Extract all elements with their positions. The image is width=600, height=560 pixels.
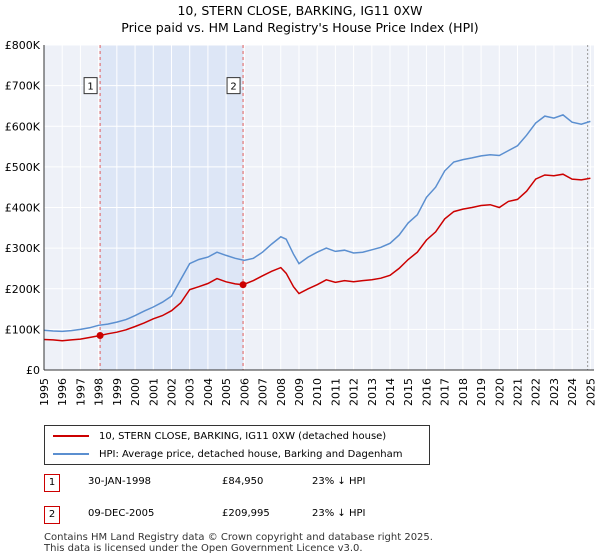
legend-item-property: 10, STERN CLOSE, BARKING, IG11 0XW (deta… xyxy=(45,427,386,445)
sale-annotation-box xyxy=(226,77,241,95)
sale-hpi-2: 23% ↓ HPI xyxy=(312,508,366,519)
x-tick-label: 2000 xyxy=(129,378,142,406)
x-tick-label: 2013 xyxy=(366,378,379,406)
footer-copyright: Contains HM Land Registry data © Crown c… xyxy=(44,532,433,543)
x-tick-label: 2020 xyxy=(493,378,506,406)
x-tick-label: 1996 xyxy=(56,378,69,406)
sale-date-1: 30-JAN-1998 xyxy=(88,476,152,487)
footer-licence: This data is licensed under the Open Gov… xyxy=(44,543,363,554)
x-tick-label: 2001 xyxy=(147,378,160,406)
sale-badge-2: 2 xyxy=(44,506,60,524)
x-tick-label: 2012 xyxy=(348,378,361,406)
y-tick-label: £400K xyxy=(5,202,41,215)
y-tick-label: £100K xyxy=(5,323,41,336)
sale-row-1: 1 30-JAN-1998 £84,950 23% ↓ HPI xyxy=(44,474,544,492)
x-tick-label: 2011 xyxy=(329,378,342,406)
legend-swatch-hpi xyxy=(53,453,89,455)
y-tick-label: £800K xyxy=(5,39,41,52)
sale-price-2: £209,995 xyxy=(222,508,270,519)
x-tick-label: 2018 xyxy=(457,378,470,406)
sale-date-2: 09-DEC-2005 xyxy=(88,508,155,519)
sale-row-2: 2 09-DEC-2005 £209,995 23% ↓ HPI xyxy=(44,506,544,524)
price-chart: £0 £100K £200K £300K £400K £500K £600K £700K £80… xyxy=(5,39,598,406)
y-tick-label: £700K xyxy=(5,80,41,93)
y-tick-label: £0 xyxy=(26,364,40,377)
x-tick-label: 2016 xyxy=(420,378,433,406)
legend: 10, STERN CLOSE, BARKING, IG11 0XW (deta… xyxy=(44,425,430,465)
x-tick-label: 2021 xyxy=(512,378,525,406)
legend-label-property: 10, STERN CLOSE, BARKING, IG11 0XW (deta… xyxy=(99,430,387,442)
x-tick-label: 2005 xyxy=(220,378,233,406)
sale-annotation-label: 1 xyxy=(87,82,93,93)
sale-point xyxy=(239,281,247,289)
x-tick-label: 2008 xyxy=(275,378,288,406)
x-tick-label: 2023 xyxy=(548,378,561,406)
x-tick-label: 1995 xyxy=(38,378,51,406)
y-tick-label: £500K xyxy=(5,161,41,174)
chart-title: 10, STERN CLOSE, BARKING, IG11 0XW xyxy=(177,3,423,18)
x-tick-label: 2019 xyxy=(475,378,488,406)
x-tick-label: 2002 xyxy=(165,378,178,406)
sale-hpi-1: 23% ↓ HPI xyxy=(312,476,366,487)
legend-item-hpi: HPI: Average price, detached house, Bark… xyxy=(45,445,403,463)
x-tick-label: 2024 xyxy=(566,378,579,406)
x-tick-label: 2017 xyxy=(439,378,452,406)
x-tick-label: 2009 xyxy=(293,378,306,406)
sale-annotation-label: 2 xyxy=(230,82,236,93)
sale-point xyxy=(96,331,104,339)
x-tick-label: 2014 xyxy=(384,378,397,406)
sale-annotation-box xyxy=(83,77,98,95)
x-tick-label: 2015 xyxy=(402,378,415,406)
x-tick-label: 2025 xyxy=(584,378,597,406)
chart-subtitle: Price paid vs. HM Land Registry's House … xyxy=(121,20,479,35)
legend-label-hpi: HPI: Average price, detached house, Bark… xyxy=(99,448,403,460)
x-tick-label: 1998 xyxy=(93,378,106,406)
x-tick-label: 1997 xyxy=(74,378,87,406)
x-tick-label: 2010 xyxy=(311,378,324,406)
sale-price-1: £84,950 xyxy=(222,476,264,487)
x-tick-label: 2006 xyxy=(238,378,251,406)
x-tick-label: 2003 xyxy=(184,378,197,406)
legend-swatch-property xyxy=(53,435,89,437)
x-tick-label: 2007 xyxy=(257,378,270,406)
x-tick-label: 2022 xyxy=(530,378,543,406)
sale-badge-1: 1 xyxy=(44,474,60,492)
y-tick-label: £200K xyxy=(5,283,41,296)
y-tick-label: £300K xyxy=(5,242,41,255)
property-series-line xyxy=(43,173,591,342)
y-tick-label: £600K xyxy=(5,120,41,133)
x-tick-label: 1999 xyxy=(111,378,124,406)
x-tick-label: 2004 xyxy=(202,378,215,406)
hpi-series-line xyxy=(43,114,591,333)
